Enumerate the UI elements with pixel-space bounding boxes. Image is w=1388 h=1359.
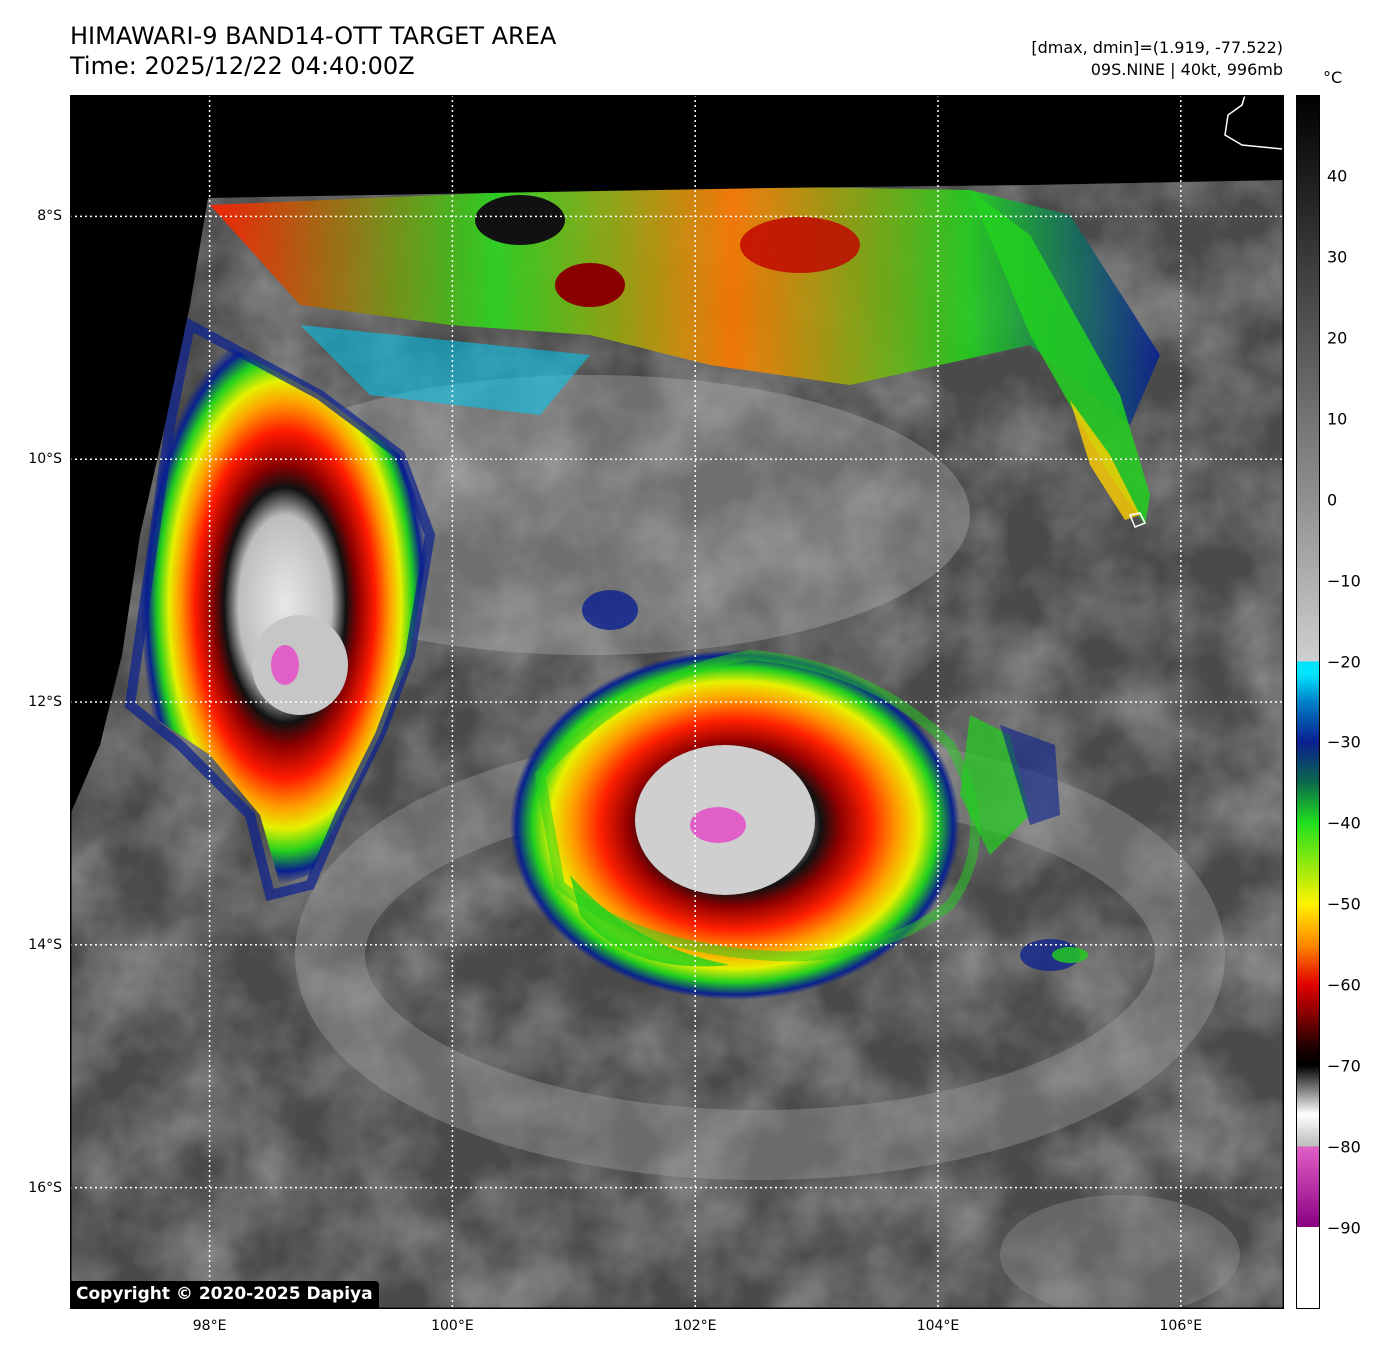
colorbar-tick-label: −30 (1327, 732, 1361, 752)
lat-label: 16°S (28, 1179, 62, 1196)
northern-convection-band (210, 185, 1160, 425)
map-frame (70, 95, 1284, 1309)
colorbar-tick-label: −50 (1327, 894, 1361, 914)
copyright-label: Copyright © 2020-2025 Dapiya (70, 1281, 379, 1308)
map-time: Time: 2025/12/22 04:40:00Z (70, 52, 415, 80)
lat-label: 12°S (28, 694, 62, 710)
satellite-map (70, 95, 1284, 1309)
colorbar (1296, 95, 1320, 1309)
colorbar-tick-label: −10 (1327, 571, 1361, 591)
colorbar-tick-label: −90 (1327, 1218, 1361, 1238)
lon-label: 104°E (916, 1318, 960, 1334)
colorbar-tick-label: −20 (1327, 652, 1361, 672)
west-storm-anvil (140, 325, 430, 885)
colorbar-tick-label: −70 (1327, 1056, 1361, 1076)
colorbar-tick-label: −40 (1327, 813, 1361, 833)
lat-label: 10°S (28, 451, 62, 468)
lon-label: 106°E (1159, 1318, 1203, 1334)
storm-info-label: 09S.NINE | 40kt, 996mb (1090, 60, 1283, 79)
lon-label: 102°E (673, 1318, 717, 1334)
data-range-label: [dmax, dmin]=(1.919, -77.522) (1031, 38, 1283, 57)
colorbar-tick-label: 40 (1327, 166, 1348, 186)
lon-label: 98°E (192, 1318, 227, 1334)
colorbar-tick-label: −80 (1327, 1137, 1361, 1157)
lat-label: 8°S (37, 208, 62, 225)
coastline (1224, 95, 1283, 150)
colorbar-tick-label: 0 (1327, 490, 1338, 510)
colorbar-tick-label: 10 (1327, 409, 1348, 429)
colorbar-tick-label: −60 (1327, 975, 1361, 995)
colorbar-tick-label: 30 (1327, 247, 1348, 267)
map-title: HIMAWARI-9 BAND14-OTT TARGET AREA (70, 22, 557, 50)
colorbar-tick-label: 20 (1327, 328, 1348, 348)
colorbar-unit: °C (1323, 68, 1343, 87)
lat-label: 14°S (28, 936, 62, 953)
gridlines (70, 95, 1284, 1309)
east-rainband (970, 190, 1150, 525)
lon-label: 100°E (431, 1318, 474, 1334)
no-data-region (70, 95, 1284, 815)
